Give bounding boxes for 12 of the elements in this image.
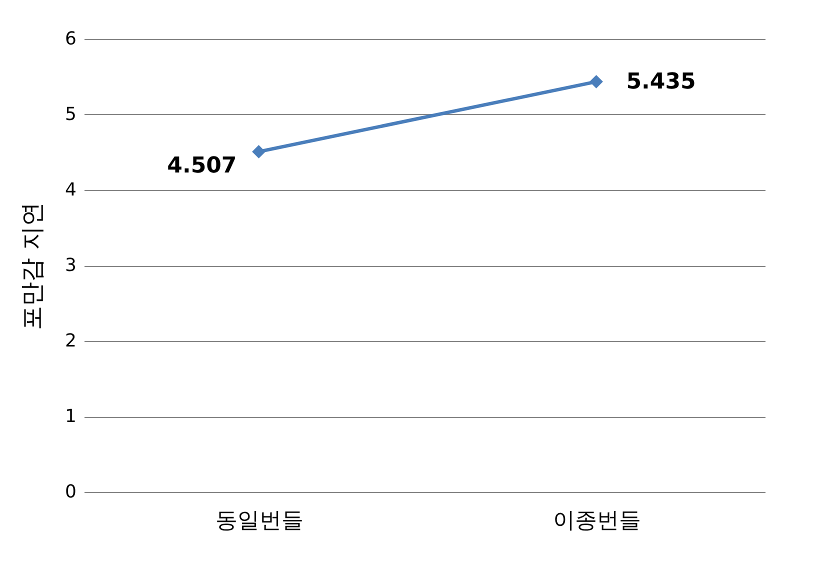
y-tick-label: 0 [65, 482, 76, 502]
y-tick-label: 6 [65, 28, 76, 50]
data-label: 4.507 [167, 154, 237, 179]
y-tick-label: 5 [65, 104, 76, 125]
x-tick-label: 동일번들 [215, 508, 304, 534]
y-tick-label: 2 [65, 330, 76, 352]
y-tick-label: 4 [65, 180, 76, 200]
x-tick-label: 이종번들 [552, 508, 641, 534]
data-label: 5.435 [626, 70, 696, 95]
y-tick-label: 3 [65, 255, 76, 276]
y-tick-label: 1 [65, 406, 76, 427]
y-axis-title: 포만감 지연 [18, 202, 46, 330]
